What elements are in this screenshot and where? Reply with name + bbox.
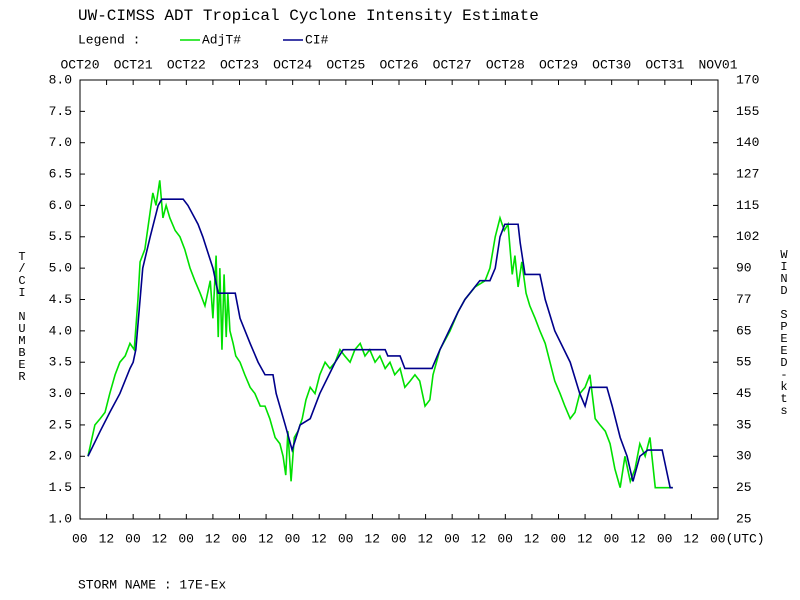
y2-tick-label: 55 (736, 355, 752, 370)
x2-tick-label: OCT21 (114, 57, 153, 72)
series-line (87, 180, 673, 489)
y-tick-label: 2.5 (49, 417, 72, 432)
y2-tick-label: 65 (736, 323, 752, 338)
x-tick-label: 00 (285, 531, 301, 546)
y2-tick-label: 102 (736, 229, 759, 244)
x2-tick-label: OCT24 (273, 57, 312, 72)
x-tick-label: 00 (497, 531, 513, 546)
x2-tick-label: OCT27 (433, 57, 472, 72)
y-tick-label: 4.0 (49, 323, 72, 338)
y2-tick-label: 140 (736, 135, 759, 150)
y2-tick-label: 30 (736, 449, 752, 464)
x-tick-label: 00 (604, 531, 620, 546)
y-tick-label: 1.5 (49, 480, 72, 495)
x-tick-label: 00 (444, 531, 460, 546)
x-tick-label: 12 (577, 531, 593, 546)
x2-tick-label: OCT23 (220, 57, 259, 72)
series-line (87, 198, 673, 489)
y-tick-label: 7.5 (49, 104, 72, 119)
legend-entry: CI# (305, 32, 329, 47)
y-tick-label: 8.0 (49, 72, 72, 87)
y2-tick-label: 90 (736, 261, 752, 276)
y-tick-label: 6.5 (49, 167, 72, 182)
x-tick-label: 12 (683, 531, 699, 546)
chart-title: UW-CIMSS ADT Tropical Cyclone Intensity … (78, 7, 539, 25)
y2-tick-label: 127 (736, 167, 759, 182)
y-tick-label: 2.0 (49, 449, 72, 464)
footer: STORM NAME : 17E-Ex (78, 577, 226, 592)
plot-frame (79, 79, 719, 520)
y2-tick-label: 115 (736, 198, 759, 213)
y2-axis-label: WIND SPEED-kts (777, 248, 791, 416)
x-tick-label: 00 (338, 531, 354, 546)
x2-tick-label: OCT31 (645, 57, 684, 72)
y-axis-label: T/CI NUMBER (15, 250, 29, 382)
y-tick-label: 7.0 (49, 135, 72, 150)
y-tick-label: 5.0 (49, 261, 72, 276)
x-tick-label: 12 (471, 531, 487, 546)
y-tick-label: 3.0 (49, 386, 72, 401)
y2-tick-label: 45 (736, 386, 752, 401)
x-tick-label: 00 (178, 531, 194, 546)
x-tick-label: 12 (258, 531, 274, 546)
x2-tick-label: NOV01 (698, 57, 737, 72)
x-tick-label: 12 (630, 531, 646, 546)
x2-tick-label: OCT30 (592, 57, 631, 72)
x-tick-label: 00 (551, 531, 567, 546)
y2-tick-label: 25 (736, 511, 752, 526)
x2-tick-label: OCT22 (167, 57, 206, 72)
x-tick-label: 12 (152, 531, 168, 546)
x-tick-label: 12 (524, 531, 540, 546)
y2-tick-label: 77 (736, 292, 752, 307)
x-tick-label: 00 (125, 531, 141, 546)
x-tick-label: 00 (72, 531, 88, 546)
y2-tick-label: 35 (736, 417, 752, 432)
x-tick-label: 12 (99, 531, 115, 546)
x2-tick-label: OCT20 (60, 57, 99, 72)
y-tick-label: 6.0 (49, 198, 72, 213)
x-tick-label: 12 (205, 531, 221, 546)
x-tick-label: 12 (418, 531, 434, 546)
x-tick-label: 12 (311, 531, 327, 546)
y-tick-label: 1.0 (49, 511, 72, 526)
x2-tick-label: OCT26 (379, 57, 418, 72)
x-tick-label: 00 (232, 531, 248, 546)
legend-entry: AdjT# (202, 32, 241, 47)
y2-tick-label: 170 (736, 72, 759, 87)
y2-tick-label: 155 (736, 104, 759, 119)
y2-tick-label: 25 (736, 480, 752, 495)
x2-tick-label: OCT29 (539, 57, 578, 72)
x-tick-label: 12 (364, 531, 380, 546)
legend-label: Legend : (78, 32, 140, 47)
x2-tick-label: OCT28 (486, 57, 525, 72)
x-tick-label: 00 (657, 531, 673, 546)
y-tick-label: 5.5 (49, 229, 72, 244)
y-tick-label: 4.5 (49, 292, 72, 307)
x-tick-label: 00 (391, 531, 407, 546)
x2-tick-label: OCT25 (326, 57, 365, 72)
y-tick-label: 3.5 (49, 355, 72, 370)
x-tick-label: 00(UTC) (710, 531, 765, 546)
